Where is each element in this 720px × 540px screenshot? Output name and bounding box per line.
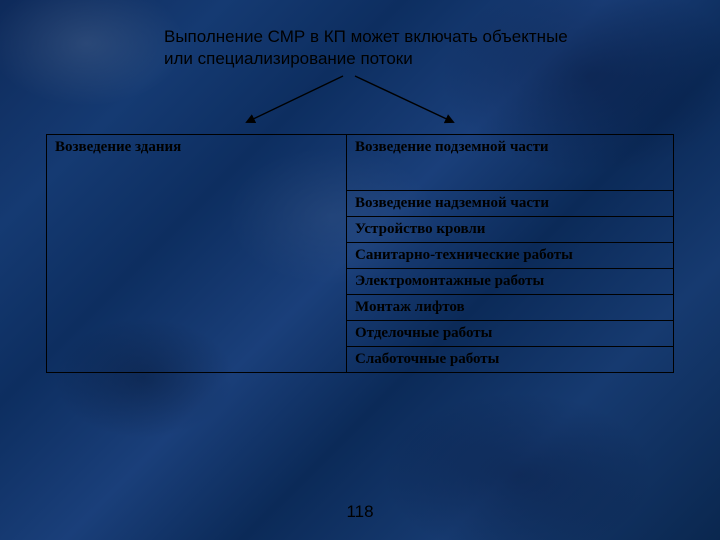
right-cell: Слаботочные работы xyxy=(347,347,674,373)
right-cell: Санитарно-технические работы xyxy=(347,243,674,269)
arrows-svg xyxy=(235,72,465,128)
content-table-wrap: Возведение здания Возведение подземной ч… xyxy=(46,134,674,373)
left-header-cell: Возведение здания xyxy=(47,135,347,373)
right-cell: Электромонтажные работы xyxy=(347,269,674,295)
title-line-2: или специализирование потоки xyxy=(164,49,413,68)
right-cell: Монтаж лифтов xyxy=(347,295,674,321)
table-row: Возведение здания Возведение подземной ч… xyxy=(47,135,674,191)
right-cell: Устройство кровли xyxy=(347,217,674,243)
right-cell: Возведение надземной части xyxy=(347,191,674,217)
right-cell: Возведение подземной части xyxy=(347,135,674,191)
title-line-1: Выполнение СМР в КП может включать объек… xyxy=(164,27,568,46)
slide-title: Выполнение СМР в КП может включать объек… xyxy=(164,26,584,70)
branch-arrows xyxy=(235,72,465,128)
content-table: Возведение здания Возведение подземной ч… xyxy=(46,134,674,373)
right-cell: Отделочные работы xyxy=(347,321,674,347)
slide: Выполнение СМР в КП может включать объек… xyxy=(0,0,720,540)
page-number: 118 xyxy=(346,502,373,522)
